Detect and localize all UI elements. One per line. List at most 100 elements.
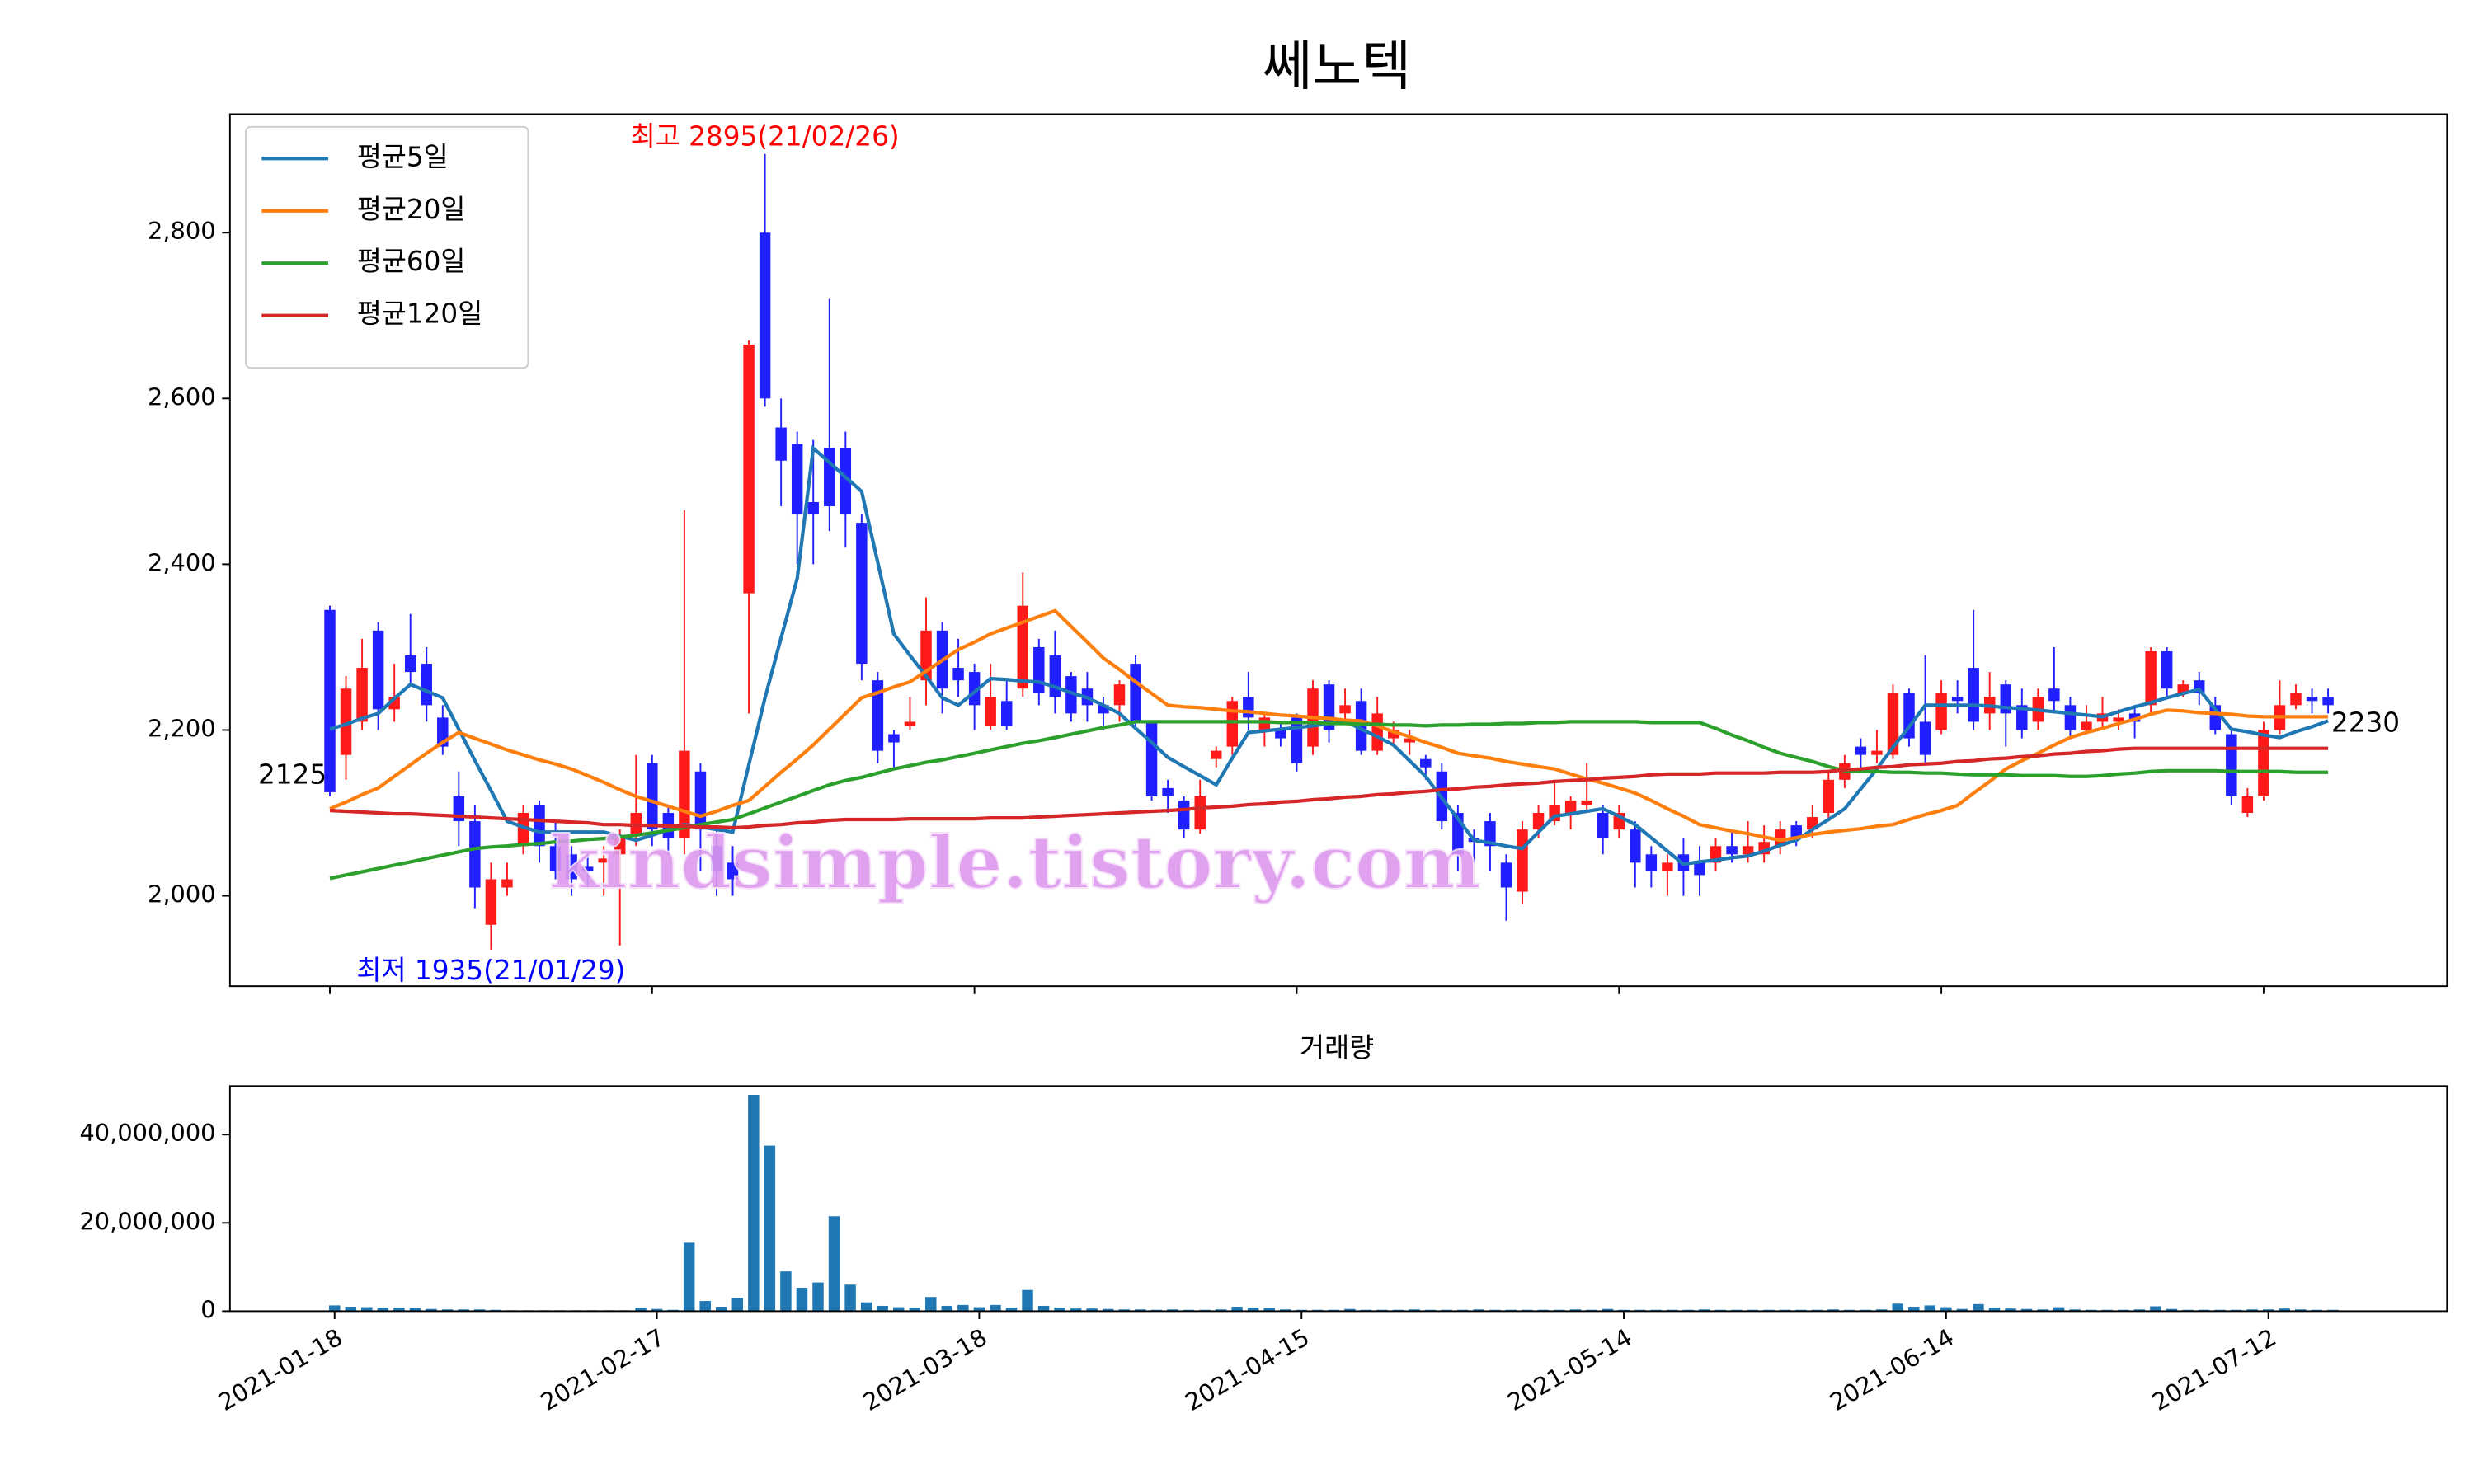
volume-bar bbox=[909, 1308, 920, 1312]
candle-body bbox=[1291, 717, 1303, 763]
ma-line bbox=[329, 608, 2329, 843]
candle-body bbox=[1404, 738, 1415, 743]
candle-body bbox=[1130, 664, 1141, 722]
volume-bar bbox=[1103, 1308, 1114, 1312]
volume-bar bbox=[635, 1308, 647, 1312]
candle-body bbox=[647, 763, 658, 830]
volume-bar bbox=[1344, 1308, 1356, 1312]
candle-body bbox=[1000, 701, 1013, 726]
candle-body bbox=[1935, 693, 1947, 730]
candle-body bbox=[1500, 862, 1512, 888]
candle-body bbox=[2177, 684, 2189, 693]
volume-bar bbox=[2150, 1306, 2161, 1312]
candle-body bbox=[1098, 705, 1109, 714]
candle-body bbox=[2064, 705, 2077, 730]
volume-bar bbox=[990, 1304, 1001, 1312]
candle-body bbox=[2258, 730, 2269, 796]
y-tick-label: 40,000,000 bbox=[79, 1119, 215, 1147]
candle-body bbox=[1145, 721, 1158, 796]
volume-bar bbox=[780, 1271, 792, 1312]
volume-bar bbox=[828, 1216, 840, 1312]
candle-body bbox=[1903, 693, 1915, 739]
volume-bar bbox=[973, 1307, 985, 1312]
candle-body bbox=[807, 501, 819, 515]
last-close-label: 2230 bbox=[2331, 707, 2400, 738]
volume-bar bbox=[2279, 1308, 2290, 1312]
legend-label: 평균5일 bbox=[357, 141, 449, 172]
y-tick-label: 2,400 bbox=[148, 548, 216, 576]
candle-body bbox=[1951, 697, 1964, 702]
volume-bar bbox=[844, 1284, 856, 1312]
candle-body bbox=[372, 630, 384, 710]
candle-body bbox=[1113, 684, 1126, 706]
candle-body bbox=[743, 344, 755, 594]
y-tick-label: 2,800 bbox=[148, 217, 216, 245]
volume-frame bbox=[228, 1085, 2448, 1313]
candle-body bbox=[1968, 668, 1979, 722]
candle-body bbox=[1065, 676, 1077, 714]
candle-body bbox=[985, 697, 996, 726]
volume-bar bbox=[1569, 1309, 1582, 1312]
ma-line bbox=[329, 720, 2329, 881]
volume-bar bbox=[329, 1305, 341, 1312]
candle-body bbox=[1581, 800, 1592, 805]
candle-body bbox=[1742, 846, 1754, 855]
first-close-label: 2125 bbox=[258, 759, 327, 791]
volume-bar bbox=[925, 1297, 937, 1312]
volume-bar bbox=[1473, 1309, 1484, 1312]
candle-body bbox=[1033, 646, 1045, 693]
candle-body bbox=[1694, 862, 1705, 876]
watermark: kindsimple.tistory.com bbox=[549, 819, 1481, 905]
candle-body bbox=[2290, 693, 2302, 706]
candle-body bbox=[1662, 862, 1673, 871]
candle-body bbox=[1564, 800, 1577, 814]
legend-label: 평균120일 bbox=[357, 298, 483, 330]
volume-bar bbox=[1247, 1308, 1259, 1312]
volume-bar bbox=[716, 1307, 727, 1312]
candle-body bbox=[404, 655, 416, 673]
candle-body bbox=[324, 609, 336, 792]
candle-body bbox=[1420, 758, 1432, 768]
ma-line bbox=[329, 746, 2329, 830]
volume-bar bbox=[2037, 1309, 2048, 1312]
candle-body bbox=[485, 879, 497, 925]
volume-bar bbox=[1167, 1309, 1178, 1312]
candle-body bbox=[2145, 650, 2157, 706]
volume-bar bbox=[1602, 1308, 1614, 1312]
candle-body bbox=[1517, 829, 1528, 892]
candle-body bbox=[1645, 854, 1658, 871]
candle-body bbox=[1871, 750, 1883, 755]
candle-body bbox=[1211, 750, 1222, 759]
volume-bar bbox=[1973, 1303, 1984, 1312]
candle-body bbox=[2241, 796, 2254, 814]
candle-body bbox=[1790, 825, 1802, 838]
volume-bar bbox=[2295, 1309, 2307, 1312]
candle-body bbox=[1339, 705, 1351, 714]
volume-bar bbox=[1086, 1308, 1098, 1312]
volume-bar bbox=[1022, 1289, 1033, 1312]
candle-body bbox=[614, 838, 626, 855]
candle-body bbox=[775, 427, 787, 461]
volume-bar bbox=[1135, 1309, 1146, 1312]
y-tick-label: 20,000,000 bbox=[79, 1207, 215, 1235]
candle-body bbox=[727, 862, 739, 880]
volume-bar bbox=[1924, 1305, 1936, 1312]
candle-body bbox=[2226, 734, 2237, 796]
volume-bar bbox=[1037, 1305, 1050, 1312]
volume-bar bbox=[1908, 1307, 1920, 1312]
volume-bar bbox=[957, 1304, 969, 1312]
candle-body bbox=[679, 750, 690, 838]
legend-label: 평균60일 bbox=[357, 246, 466, 277]
volume-bar bbox=[1054, 1308, 1065, 1312]
volume-bar bbox=[2133, 1309, 2146, 1312]
candle-body bbox=[1726, 846, 1738, 855]
volume-bar bbox=[2069, 1309, 2081, 1312]
candle-body bbox=[872, 680, 884, 751]
volume-bar bbox=[1827, 1309, 1839, 1312]
y-tick-label: 2,000 bbox=[148, 881, 216, 909]
candle-body bbox=[2113, 717, 2124, 722]
volume-bar bbox=[1005, 1308, 1018, 1312]
volume-bar bbox=[393, 1308, 405, 1312]
candle-body bbox=[711, 846, 722, 871]
candle-body bbox=[888, 734, 900, 743]
